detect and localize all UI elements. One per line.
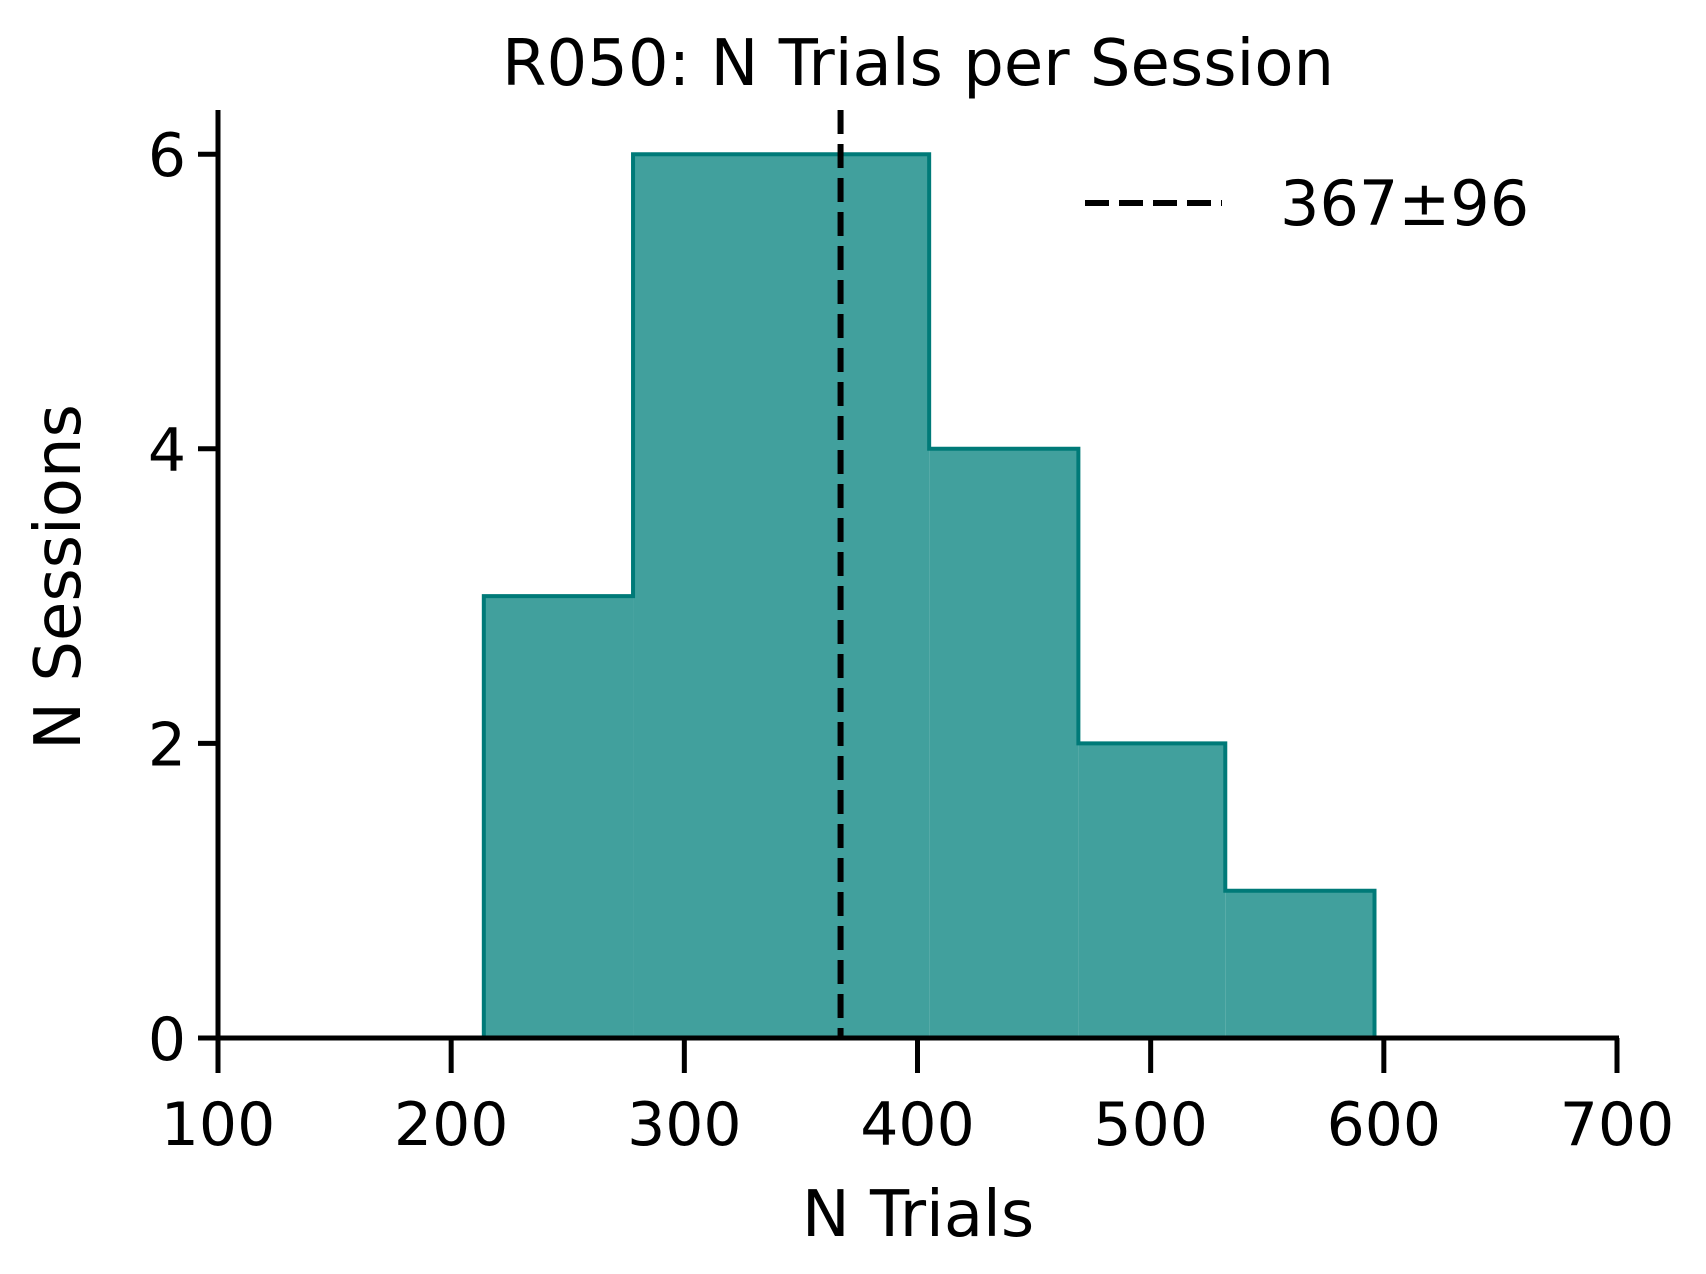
x-tick-label: 500 [1093, 1090, 1208, 1160]
histogram-bars [481, 152, 1377, 1038]
y-tick-label: 2 [148, 710, 186, 780]
x-tick-label: 300 [627, 1090, 742, 1160]
x-tick-label: 400 [860, 1090, 975, 1160]
x-tick-label: 100 [161, 1090, 276, 1160]
chart-title: R050: N Trials per Session [502, 27, 1334, 101]
x-axis: 100 200 300 400 500 600 700 [161, 1035, 1675, 1160]
histogram-bar-2 [633, 154, 930, 1038]
y-axis-label: N Sessions [22, 404, 96, 750]
x-axis-label: N Trials [802, 1178, 1034, 1252]
x-tick-label: 700 [1560, 1090, 1675, 1160]
legend: 367±96 [1085, 167, 1529, 240]
y-tick-label: 0 [148, 1005, 186, 1075]
histogram-outline [481, 152, 1377, 1038]
histogram-bar-3 [929, 448, 1079, 1038]
y-tick-label: 6 [148, 121, 186, 191]
histogram-bar-1 [483, 596, 634, 1038]
x-tick-label: 600 [1327, 1090, 1442, 1160]
histogram-bar-4 [1078, 743, 1226, 1038]
histogram-bar-5 [1225, 890, 1375, 1038]
y-tick-label: 4 [148, 416, 186, 486]
x-tick-label: 200 [394, 1090, 509, 1160]
legend-label: 367±96 [1280, 167, 1529, 240]
y-axis: 0 2 4 6 [148, 110, 221, 1075]
